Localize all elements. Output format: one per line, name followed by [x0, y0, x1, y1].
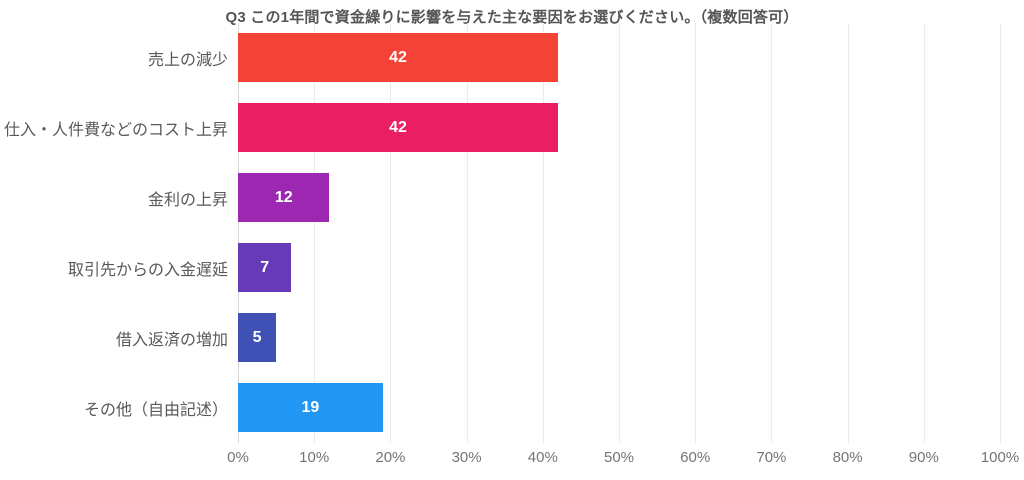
x-tick-label: 30%: [451, 449, 482, 466]
x-tick-label: 0%: [227, 449, 249, 466]
x-tick-label: 90%: [908, 449, 939, 466]
bar: 42: [238, 33, 559, 82]
chart-row: 19: [238, 373, 1000, 443]
category-label: 借入返済の増加: [115, 332, 228, 349]
bar: 42: [238, 103, 559, 152]
category-label: 売上の減少: [147, 52, 228, 69]
category-label: 金利の上昇: [147, 192, 228, 209]
bar-value-label: 19: [301, 398, 320, 416]
chart-row: 42: [238, 23, 1000, 93]
x-tick-label: 40%: [527, 449, 558, 466]
chart-row: 7: [238, 233, 1000, 303]
gridline: [390, 23, 392, 443]
bar-value-label: 42: [389, 118, 407, 136]
x-tick-label: 80%: [832, 449, 863, 466]
baseline-gridline: [238, 23, 239, 443]
bar-value-label: 7: [260, 258, 270, 276]
bar-value-label: 42: [389, 48, 407, 66]
gridline: [695, 23, 697, 443]
chart-title: Q3 この1年間で資金繰りに影響を与えた主な要因をお選びください。（複数回答可）: [225, 9, 799, 26]
x-tick-label: 10%: [299, 449, 330, 466]
gridline: [619, 23, 620, 443]
gridline: [314, 23, 316, 443]
bar-value-label: 12: [274, 188, 293, 206]
bar: 12: [238, 173, 330, 222]
x-tick-label: 70%: [756, 449, 787, 466]
chart-row: 42: [238, 93, 1000, 163]
gridline: [542, 23, 544, 443]
bar-value-label: 5: [252, 328, 262, 346]
gridline: [1000, 23, 1001, 443]
bar: 19: [238, 383, 383, 432]
gridline: [923, 23, 925, 443]
category-label: その他（自由記述）: [83, 402, 228, 419]
chart-row: 12: [238, 163, 1000, 233]
gridline: [466, 23, 468, 443]
gridline: [771, 23, 773, 443]
x-tick-label: 100%: [980, 449, 1020, 466]
bar: 7: [238, 243, 292, 292]
gridline: [847, 23, 849, 443]
x-tick-label: 60%: [680, 449, 711, 466]
plot-area: 42 42 12 7 5 19: [238, 23, 1001, 443]
category-label: 取引先からの入金遅延: [67, 262, 228, 279]
x-axis: 0% 10% 20% 30% 40% 50% 60% 70% 80% 90% 100%: [227, 449, 1019, 471]
bar: 5: [238, 313, 277, 362]
category-axis: 売上の減少仕入・人件費などのコスト上昇金利の上昇取引先からの入金遅延借入返済の増…: [0, 23, 228, 443]
x-tick-label: 20%: [375, 449, 406, 466]
chart-row: 5: [238, 303, 1000, 373]
x-tick-label: 50%: [603, 449, 635, 466]
category-label: 仕入・人件費などのコスト上昇: [3, 122, 228, 139]
